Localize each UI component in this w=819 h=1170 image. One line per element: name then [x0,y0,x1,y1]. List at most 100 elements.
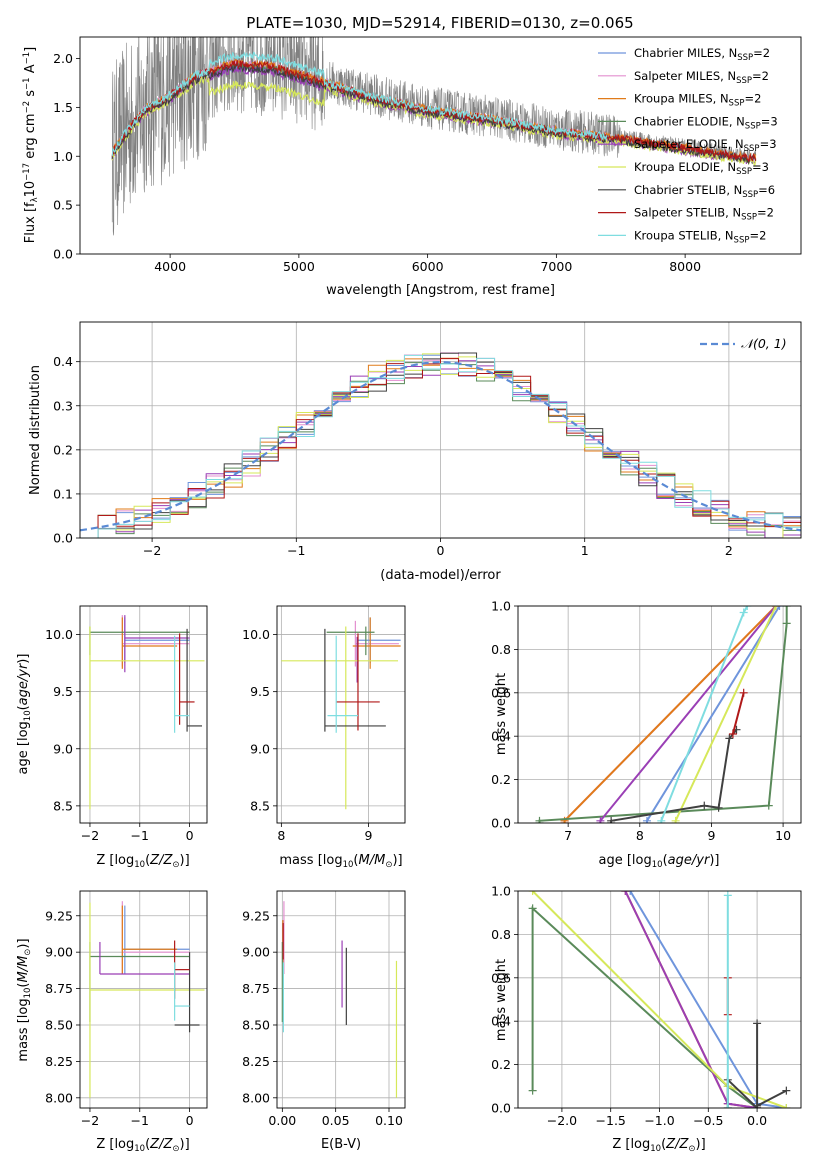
y-tick-label: 0.8 [491,642,511,657]
plot-area [535,606,791,823]
x-tick-label: 0.05 [322,1113,350,1128]
normal-curve [80,360,801,532]
panel-spectrum: 4000 5000 6000 7000 8000 0.0 0.5 1.0 1.5 2.0 wavel… [22,36,802,298]
y-axis-label: mass weight [494,673,509,755]
x-tick-label: 0.10 [375,1113,403,1128]
y-tick-label: 1.0 [491,599,511,614]
weight-marker [657,816,666,823]
y-tick-label: 0.1 [53,486,73,501]
axes-frame [79,36,802,255]
residual-histogram-step [80,354,801,538]
x-axis-label: E(B-V) [321,1137,361,1152]
y-axis-label: Normed distribution [28,365,43,495]
x-tick-label: 7 [564,828,572,843]
y-tick-label: 9.25 [242,908,270,923]
y-tick-label: 2.0 [53,51,73,66]
x-tick-label: 9 [364,828,372,843]
plot-area [528,891,791,1108]
y-axis-label: age [log10(age/yr)] [16,654,33,775]
weight-marker [739,688,748,697]
y-tick-label: 0.6 [491,685,511,700]
x-tick-label: 2 [725,543,733,558]
weight-marker [743,606,752,610]
legend-label: 𝒩(0, 1) [741,336,787,351]
y-tick-label: 8.00 [45,1090,73,1105]
y-tick-label: 0.4 [491,729,511,744]
y-tick-label: 8.25 [45,1054,73,1069]
legend-entry-label: Kroupa MILES, NSSP=2 [634,92,761,109]
y-axis-label: mass weight [494,959,509,1041]
x-tick-label: 1 [581,543,589,558]
legend-entry-label: Kroupa ELODIE, NSSP=3 [634,160,769,177]
y-tick-label: 1.0 [491,884,511,899]
y-tick-label: 0.0 [53,531,73,546]
weight-line [731,692,745,735]
y-tick-label: 0.2 [491,772,511,787]
plot-area [80,352,801,538]
weight-marker [528,904,537,913]
y-tick-label: 0.4 [53,354,73,369]
plot-area [281,901,398,1098]
x-tick-label: 0 [186,828,194,843]
x-tick-label: −1 [131,1113,149,1128]
x-tick-label: −0.5 [693,1113,723,1128]
weight-marker [753,1019,762,1028]
weight-marker [725,734,734,743]
y-tick-label: 9.25 [45,908,73,923]
x-tick-label: 0.00 [268,1113,296,1128]
weight-marker [700,801,709,810]
x-tick-label: 6000 [412,259,444,274]
x-tick-label: 0 [437,543,445,558]
y-tick-label: 9.00 [242,945,270,960]
y-tick-label: 0.5 [53,198,73,213]
x-tick-label: 0.0 [747,1113,767,1128]
data-spectrum-line [111,37,757,236]
y-tick-label: 8.5 [53,798,73,813]
weight-marker [782,606,791,610]
plot-layer: 4000 5000 6000 7000 80000.00.51.01.52.0wavel… [16,36,802,1154]
model-spectrum-line [111,60,757,163]
y-tick-label: 8.75 [242,981,270,996]
axes-frame [276,890,406,1109]
x-tick-label: 4000 [154,259,186,274]
plot-area [281,617,401,810]
weight-marker [671,816,680,823]
axis-label-mass: mass [log10(M/M⊙)] [16,938,33,1061]
x-tick-label: −1 [287,543,305,558]
panel-age_vs_mass: 8 9 8.5 9.0 9.5 10.0 [242,605,406,843]
weight-marker [771,606,780,610]
axes-frame [79,321,802,539]
y-tick-label: 0.3 [53,398,73,413]
panel-cumulative_mass_weight_Z: −2.0 −1.5 −1.0 −0.5 0.0 0.0 0.2 0.4 0.6 0.8 1.0 Z [… [491,884,802,1154]
axes-frame [517,890,802,1109]
weight-marker [739,608,748,617]
x-tick-label: −2 [143,543,161,558]
legend-entry-label: Chabrier ELODIE, NSSP=3 [634,114,778,131]
panel-residual_hist: −2 −1 0 1 2 0.0 0.1 0.2 0.3 0.4 (data-model)/error… [28,321,802,583]
y-tick-label: 8.75 [45,981,73,996]
y-tick-label: 10.0 [45,627,73,642]
y-tick-label: 8.5 [250,798,270,813]
weight-marker [714,803,723,812]
y-tick-label: 10.0 [242,627,270,642]
panel-cumulative_mass_weight_age: 7 8 9 10 0.0 0.2 0.4 0.6 0.8 1.0 age [log10(age/yr… [491,599,802,870]
x-tick-label: 10 [775,828,791,843]
model-spectrum-line [111,63,757,166]
weight-marker [764,801,773,810]
weight-marker [528,891,537,895]
legend-entry-label: Chabrier MILES, NSSP=2 [634,46,770,63]
y-tick-label: 9.0 [250,741,270,756]
x-tick-label: 8 [636,828,644,843]
y-tick-label: 0.0 [491,816,511,831]
x-axis-label: Z [log10(Z/Z⊙)] [612,1137,705,1154]
y-tick-label: 0.2 [53,442,73,457]
legend-entry-label: Salpeter ELODIE, NSSP=3 [634,137,777,154]
weight-line [674,606,777,823]
weight-marker [782,1086,791,1095]
x-tick-label: −1 [131,828,149,843]
weight-line [660,606,749,823]
weight-marker [528,1086,537,1095]
y-tick-label: 9.5 [250,684,270,699]
plot-area [111,37,757,236]
